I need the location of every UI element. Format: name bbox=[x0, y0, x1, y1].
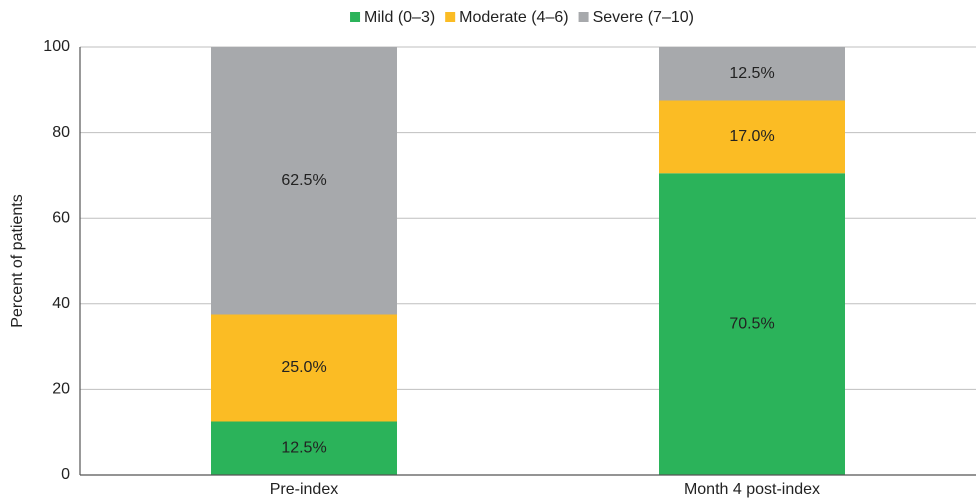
legend: Mild (0–3) Moderate (4–6) Severe (7–10) bbox=[350, 9, 694, 26]
bar-segment bbox=[659, 173, 845, 475]
legend-label: Severe (7–10) bbox=[593, 9, 694, 26]
legend-swatch bbox=[445, 12, 456, 22]
y-tick-label: 0 bbox=[61, 466, 70, 483]
legend-label: Mild (0–3) bbox=[364, 9, 435, 26]
data-label: 12.5% bbox=[281, 439, 326, 456]
x-tick-label: Pre-index bbox=[270, 481, 338, 498]
bar-segment bbox=[659, 47, 845, 101]
bar-segment bbox=[211, 314, 397, 422]
y-tick-label: 80 bbox=[52, 124, 70, 141]
data-label: 62.5% bbox=[281, 172, 326, 189]
bar-segment bbox=[211, 421, 397, 475]
data-label: 12.5% bbox=[729, 65, 774, 82]
y-axis-label: Percent of patients bbox=[9, 194, 26, 327]
bar-segment bbox=[211, 47, 397, 315]
y-tick-label: 100 bbox=[43, 38, 70, 55]
y-tick-label: 60 bbox=[52, 209, 70, 226]
legend-label: Moderate (4–6) bbox=[459, 9, 568, 26]
y-tick-label: 40 bbox=[52, 295, 70, 312]
data-label: 25.0% bbox=[281, 359, 326, 376]
data-label: 17.0% bbox=[729, 128, 774, 145]
legend-swatch bbox=[578, 12, 589, 22]
legend-swatch bbox=[350, 12, 361, 22]
y-tick-label: 20 bbox=[52, 381, 70, 398]
data-label: 70.5% bbox=[729, 315, 774, 332]
bar-segment bbox=[659, 100, 845, 174]
x-tick-label: Month 4 post-index bbox=[684, 481, 820, 498]
